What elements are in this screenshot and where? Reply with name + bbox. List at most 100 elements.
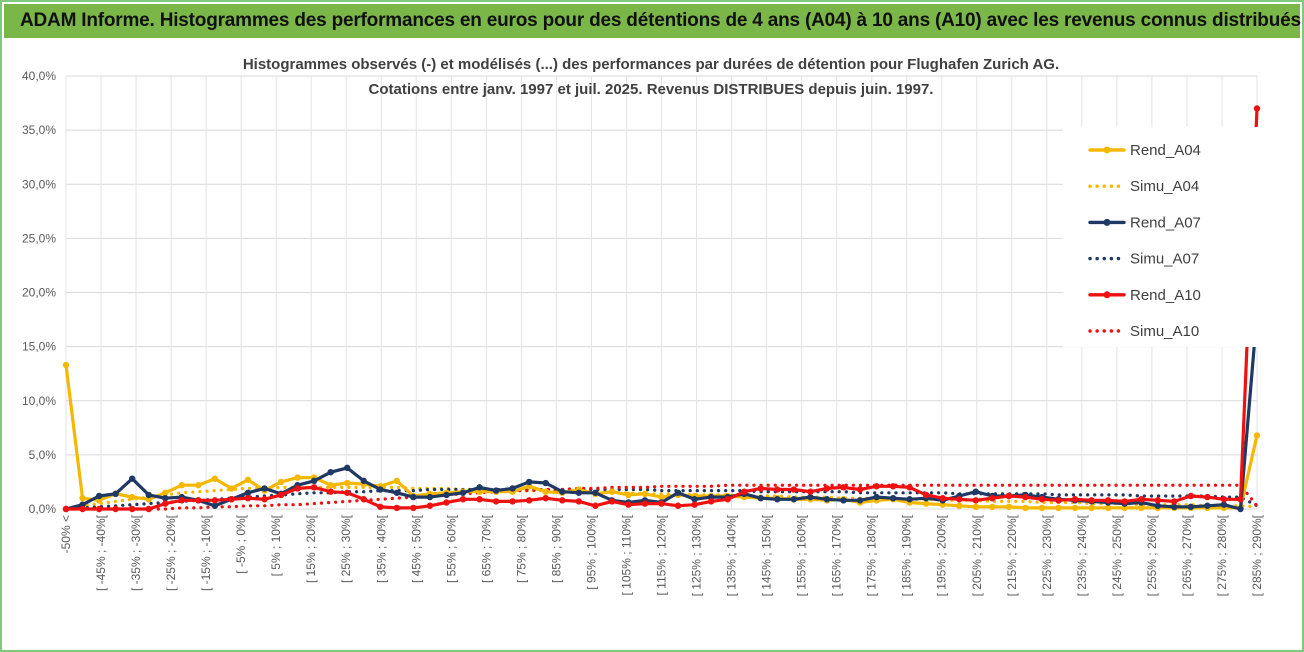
data-point bbox=[443, 499, 450, 506]
legend-label: Simu_A04 bbox=[1130, 178, 1199, 195]
x-tick-label: [ 245% ; 250%[ bbox=[1110, 514, 1124, 596]
data-point bbox=[410, 504, 417, 512]
data-point bbox=[1237, 496, 1244, 503]
data-point bbox=[691, 496, 698, 503]
x-tick-label: [ 115% ; 120%[ bbox=[655, 514, 669, 595]
data-point bbox=[410, 493, 417, 501]
data-point bbox=[1253, 432, 1261, 439]
data-point bbox=[393, 489, 401, 496]
data-point bbox=[377, 503, 384, 511]
x-tick-label: [ 55% ; 60%[ bbox=[444, 514, 458, 583]
data-point bbox=[1138, 496, 1145, 503]
chart-title: Histogrammes observés (-) et modélisés (… bbox=[243, 56, 1059, 73]
gridlines bbox=[65, 75, 1258, 510]
data-point bbox=[476, 496, 483, 503]
legend-marker bbox=[1103, 218, 1111, 226]
data-point bbox=[377, 486, 384, 493]
data-point bbox=[1204, 493, 1211, 501]
data-point bbox=[145, 505, 152, 513]
data-point bbox=[823, 496, 831, 503]
x-tick-label: [ -25% ; -20%[ bbox=[164, 514, 178, 591]
data-point bbox=[79, 505, 86, 513]
data-point bbox=[840, 497, 847, 504]
data-point bbox=[641, 500, 649, 507]
data-point bbox=[989, 503, 996, 511]
data-point bbox=[889, 494, 897, 502]
data-point bbox=[228, 485, 235, 492]
data-point bbox=[525, 478, 533, 486]
data-point bbox=[1071, 504, 1079, 512]
data-point bbox=[1055, 497, 1062, 504]
data-point bbox=[525, 497, 533, 504]
data-point bbox=[1187, 492, 1195, 500]
x-tick-label: -50% < bbox=[59, 515, 73, 553]
x-tick-label: [ -45% ; -40%[ bbox=[94, 514, 108, 591]
x-tick-label: [ 135% ; 140%[ bbox=[725, 514, 739, 596]
y-tick-label: 10,0% bbox=[22, 394, 56, 408]
data-point bbox=[972, 488, 979, 495]
data-point bbox=[1038, 496, 1046, 503]
x-tick-label: [ 165% ; 170%[ bbox=[830, 514, 844, 596]
data-point bbox=[807, 493, 814, 501]
x-tick-label: [ 145% ; 150%[ bbox=[760, 514, 774, 596]
x-tick-label: [ 155% ; 160%[ bbox=[795, 514, 809, 596]
y-tick-label: 5,0% bbox=[29, 448, 57, 462]
data-point bbox=[178, 497, 185, 504]
data-point bbox=[856, 497, 864, 504]
data-point bbox=[1154, 502, 1161, 509]
data-point bbox=[261, 496, 268, 503]
data-point bbox=[856, 486, 864, 493]
data-point bbox=[575, 489, 582, 496]
data-point bbox=[459, 489, 467, 496]
y-tick-label: 25,0% bbox=[22, 231, 56, 245]
data-point bbox=[774, 496, 781, 503]
data-point bbox=[757, 494, 764, 502]
data-point bbox=[277, 491, 285, 499]
x-tick-label: [ 235% ; 240%[ bbox=[1075, 514, 1089, 596]
legend-label: Rend_A10 bbox=[1130, 287, 1201, 304]
data-point bbox=[426, 493, 434, 501]
x-tick-label: [ 65% ; 70%[ bbox=[479, 514, 493, 583]
data-point bbox=[228, 496, 235, 503]
data-point bbox=[906, 484, 913, 491]
data-point bbox=[559, 497, 566, 504]
y-tick-label: 20,0% bbox=[22, 286, 56, 300]
data-point bbox=[674, 502, 682, 509]
data-point bbox=[592, 489, 599, 496]
series-line-simu_a07 bbox=[64, 487, 1259, 511]
data-point bbox=[195, 497, 202, 504]
x-tick-label: [ 105% ; 110%[ bbox=[619, 514, 633, 595]
y-tick-label: 35,0% bbox=[22, 123, 56, 137]
data-point bbox=[575, 498, 582, 505]
data-point bbox=[426, 502, 434, 509]
legend-marker bbox=[1103, 146, 1111, 154]
data-point bbox=[658, 493, 665, 501]
data-point bbox=[542, 488, 549, 495]
data-point bbox=[211, 497, 219, 504]
data-point bbox=[178, 481, 185, 489]
data-point bbox=[1055, 504, 1062, 512]
y-tick-label: 30,0% bbox=[22, 177, 56, 191]
x-tick-label: [ 185% ; 190%[ bbox=[900, 514, 914, 596]
data-point bbox=[790, 496, 798, 503]
data-point bbox=[1022, 493, 1029, 501]
x-tick-label: [ 215% ; 220%[ bbox=[1005, 514, 1019, 596]
data-point bbox=[972, 497, 979, 504]
x-tick-label: [ -15% ; -10%[ bbox=[199, 514, 213, 591]
chart-subtitle: Cotations entre janv. 1997 et juil. 2025… bbox=[369, 81, 934, 98]
data-point bbox=[625, 491, 632, 499]
data-point bbox=[344, 479, 351, 487]
data-point bbox=[128, 493, 136, 501]
data-point bbox=[62, 361, 70, 369]
series-line-simu_a10 bbox=[64, 483, 1259, 511]
data-point bbox=[393, 477, 401, 485]
data-point bbox=[873, 483, 880, 490]
data-point bbox=[476, 484, 483, 491]
data-point bbox=[294, 474, 301, 481]
legend-box bbox=[1063, 127, 1278, 347]
data-point bbox=[327, 468, 334, 476]
x-tick-label: [ 275% ; 280%[ bbox=[1215, 514, 1229, 596]
data-point bbox=[344, 489, 351, 496]
data-point bbox=[128, 475, 136, 482]
data-point bbox=[707, 498, 715, 505]
